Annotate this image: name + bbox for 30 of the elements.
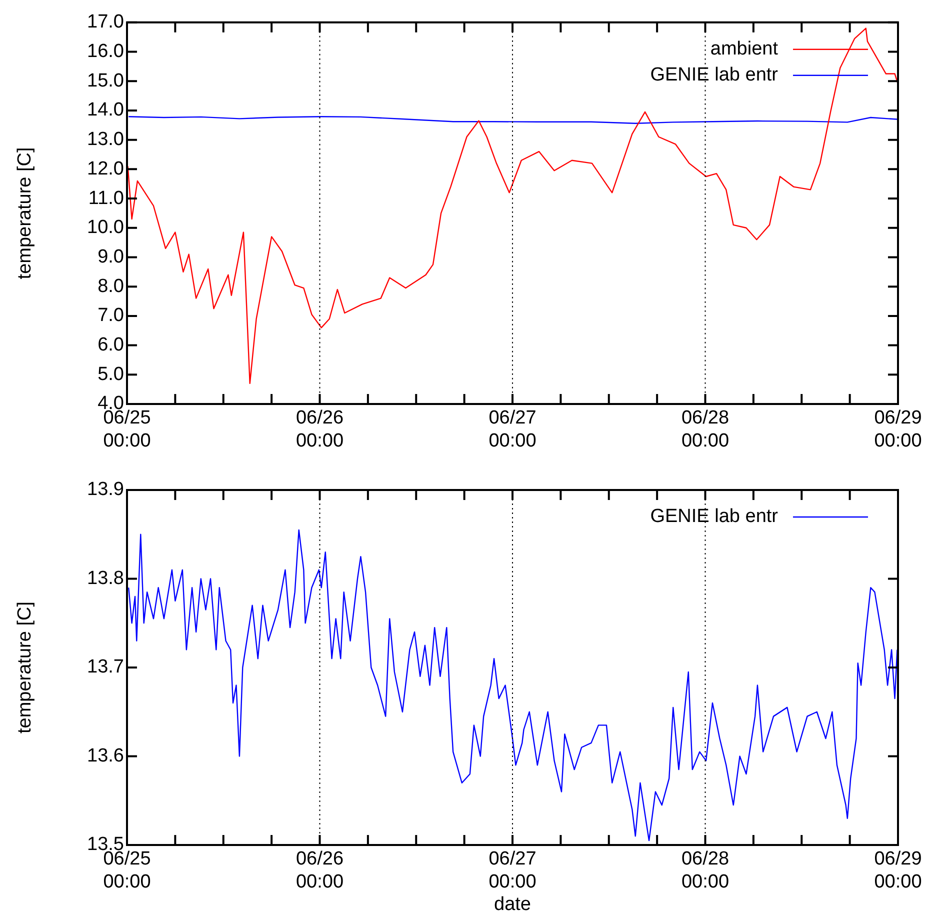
y-tick-label: 13.9 xyxy=(87,479,124,500)
x-tick-label: 06/28 00:00 xyxy=(681,408,730,452)
x-axis-title: date xyxy=(494,894,531,915)
legend-label: GENIE lab entr xyxy=(650,506,779,528)
y-tick-label: 13.8 xyxy=(87,568,124,589)
y-tick-label: 16.0 xyxy=(87,40,124,62)
y-tick-label: 13.0 xyxy=(87,129,124,150)
x-tick-label: 06/29 00:00 xyxy=(874,408,922,452)
y-tick-label: 7.0 xyxy=(98,305,124,326)
y-tick-label: 14.0 xyxy=(87,100,124,121)
y-tick-label: 6.0 xyxy=(98,334,124,356)
y-axis-title: temperature [C] xyxy=(14,602,36,734)
x-tick-label: 06/26 00:00 xyxy=(296,408,344,452)
y-tick-label: 11.0 xyxy=(88,188,124,209)
legend-label: ambient xyxy=(710,38,779,60)
x-tick-label: 06/27 00:00 xyxy=(488,408,536,452)
y-tick-label: 12.0 xyxy=(87,158,124,180)
y-axis-title: temperature [C] xyxy=(14,147,36,280)
y-tick-label: 8.0 xyxy=(98,276,124,297)
y-tick-label: 10.0 xyxy=(87,217,124,238)
y-tick-label: 15.0 xyxy=(87,70,124,92)
x-tick-label: 06/28 00:00 xyxy=(681,848,730,892)
y-tick-label: 5.0 xyxy=(98,364,124,385)
legend-label: GENIE lab entr xyxy=(650,64,779,86)
x-tick-label: 06/29 00:00 xyxy=(874,848,922,892)
y-tick-label: 13.7 xyxy=(87,656,124,678)
y-tick-label: 13.6 xyxy=(87,745,124,766)
y-tick-label: 17.0 xyxy=(87,12,124,33)
x-tick-label: 06/26 00:00 xyxy=(296,848,344,892)
y-tick-label: 9.0 xyxy=(98,246,124,268)
